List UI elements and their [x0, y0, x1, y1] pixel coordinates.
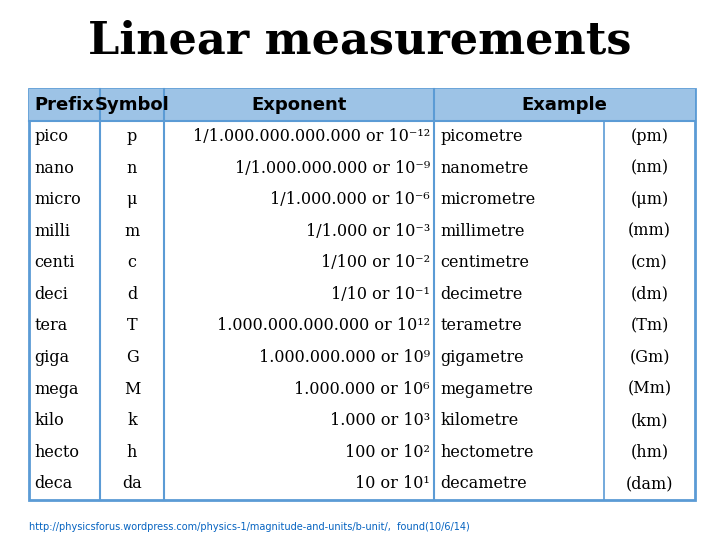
- Text: picometre: picometre: [440, 128, 523, 145]
- Text: hecto: hecto: [35, 444, 79, 461]
- Text: Linear measurements: Linear measurements: [89, 19, 631, 62]
- Text: deci: deci: [35, 286, 68, 303]
- Text: 10 or 10¹: 10 or 10¹: [356, 475, 430, 492]
- Text: (Tm): (Tm): [630, 318, 669, 334]
- Text: nanometre: nanometre: [440, 159, 528, 177]
- Text: megametre: megametre: [440, 381, 533, 397]
- Text: nano: nano: [35, 159, 74, 177]
- Text: 1/1.000.000.000.000 or 10⁻¹²: 1/1.000.000.000.000 or 10⁻¹²: [193, 128, 430, 145]
- Text: gigametre: gigametre: [440, 349, 523, 366]
- Text: h: h: [127, 444, 138, 461]
- Text: (Mm): (Mm): [627, 381, 672, 397]
- Text: p: p: [127, 128, 137, 145]
- Text: centi: centi: [35, 254, 75, 271]
- Text: (dm): (dm): [631, 286, 668, 303]
- Text: 1.000.000 or 10⁶: 1.000.000 or 10⁶: [294, 381, 430, 397]
- Text: 1/1.000.000.000 or 10⁻⁹: 1/1.000.000.000 or 10⁻⁹: [235, 159, 430, 177]
- Text: (km): (km): [631, 412, 668, 429]
- Text: pico: pico: [35, 128, 68, 145]
- Text: deca: deca: [35, 475, 73, 492]
- Text: centimetre: centimetre: [440, 254, 529, 271]
- Text: n: n: [127, 159, 138, 177]
- Text: (pm): (pm): [631, 128, 668, 145]
- Text: millimetre: millimetre: [440, 222, 525, 240]
- Text: tera: tera: [35, 318, 68, 334]
- Text: http://physicsforus.wordpress.com/physics-1/magnitude-and-units/b-unit/,  found(: http://physicsforus.wordpress.com/physic…: [29, 522, 469, 531]
- Text: μ: μ: [127, 191, 138, 208]
- Text: (mm): (mm): [628, 222, 671, 240]
- Text: (nm): (nm): [631, 159, 669, 177]
- Text: (dam): (dam): [626, 475, 673, 492]
- Text: T: T: [127, 318, 138, 334]
- Text: G: G: [126, 349, 138, 366]
- Text: 100 or 10²: 100 or 10²: [345, 444, 430, 461]
- Text: micrometre: micrometre: [440, 191, 536, 208]
- Text: M: M: [124, 381, 140, 397]
- Text: (hm): (hm): [631, 444, 669, 461]
- Text: (Gm): (Gm): [629, 349, 670, 366]
- Text: k: k: [127, 412, 137, 429]
- Text: (μm): (μm): [631, 191, 669, 208]
- Text: d: d: [127, 286, 137, 303]
- Text: c: c: [127, 254, 137, 271]
- Text: 1.000.000.000 or 10⁹: 1.000.000.000 or 10⁹: [259, 349, 430, 366]
- Text: kilo: kilo: [35, 412, 64, 429]
- Text: da: da: [122, 475, 142, 492]
- Text: 1/100 or 10⁻²: 1/100 or 10⁻²: [321, 254, 430, 271]
- Text: Example: Example: [522, 96, 608, 114]
- FancyBboxPatch shape: [29, 89, 695, 120]
- Text: m: m: [125, 222, 140, 240]
- Text: (cm): (cm): [631, 254, 668, 271]
- Text: 1.000 or 10³: 1.000 or 10³: [330, 412, 430, 429]
- Text: Exponent: Exponent: [251, 96, 347, 114]
- Text: Prefix: Prefix: [35, 96, 94, 114]
- Text: terametre: terametre: [440, 318, 522, 334]
- Text: 1.000.000.000.000 or 10¹²: 1.000.000.000.000 or 10¹²: [217, 318, 430, 334]
- Text: 1/10 or 10⁻¹: 1/10 or 10⁻¹: [331, 286, 430, 303]
- Text: decametre: decametre: [440, 475, 527, 492]
- Text: decimetre: decimetre: [440, 286, 523, 303]
- Text: micro: micro: [35, 191, 81, 208]
- Text: hectometre: hectometre: [440, 444, 534, 461]
- Text: milli: milli: [35, 222, 71, 240]
- Text: 1/1.000.000 or 10⁻⁶: 1/1.000.000 or 10⁻⁶: [270, 191, 430, 208]
- Text: Symbol: Symbol: [94, 96, 169, 114]
- Text: 1/1.000 or 10⁻³: 1/1.000 or 10⁻³: [306, 222, 430, 240]
- Text: kilometre: kilometre: [440, 412, 518, 429]
- Text: mega: mega: [35, 381, 79, 397]
- Text: giga: giga: [35, 349, 70, 366]
